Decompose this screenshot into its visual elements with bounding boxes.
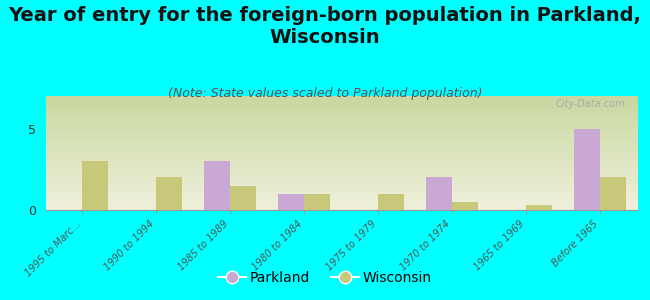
Text: Year of entry for the foreign-born population in Parkland,
Wisconsin: Year of entry for the foreign-born popul… bbox=[8, 6, 642, 47]
Legend: Parkland, Wisconsin: Parkland, Wisconsin bbox=[213, 265, 437, 290]
Bar bbox=[526, 205, 552, 210]
Bar bbox=[304, 194, 330, 210]
Bar bbox=[452, 202, 478, 210]
Text: (Note: State values scaled to Parkland population): (Note: State values scaled to Parkland p… bbox=[168, 87, 482, 100]
Bar bbox=[230, 186, 256, 210]
Bar bbox=[426, 177, 452, 210]
Bar bbox=[278, 194, 304, 210]
Bar bbox=[205, 161, 230, 210]
Bar bbox=[157, 177, 182, 210]
Bar bbox=[600, 177, 626, 210]
Bar bbox=[574, 129, 600, 210]
Bar bbox=[83, 161, 109, 210]
Bar bbox=[378, 194, 404, 210]
Text: City-Data.com: City-Data.com bbox=[556, 99, 625, 110]
